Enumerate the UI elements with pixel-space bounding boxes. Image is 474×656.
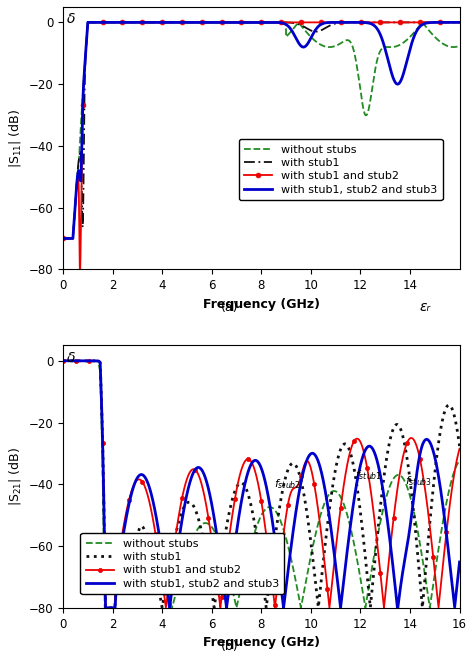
Line: with stub1: with stub1 — [63, 22, 460, 239]
without stubs — [129, 18, 135, 26]
with stub1 and stub2 — [60, 235, 66, 243]
with stub1 — [105, 18, 110, 26]
with stub1, stub2 and stub3 — [60, 357, 66, 365]
with stub1 and stub2 — [60, 357, 66, 365]
without stubs — [406, 489, 412, 497]
with stub1 — [230, 18, 236, 26]
with stub1 and stub2 — [406, 435, 412, 443]
with stub1, stub2 and stub3 — [230, 18, 236, 26]
Text: (b): (b) — [221, 640, 238, 653]
with stub1 — [212, 597, 218, 605]
Line: with stub1, stub2 and stub3: with stub1, stub2 and stub3 — [63, 22, 460, 239]
without stubs — [457, 42, 463, 50]
with stub1 and stub2 — [230, 18, 236, 26]
without stubs — [212, 18, 218, 26]
with stub1 and stub2 — [457, 18, 463, 26]
Text: εᵣ: εᵣ — [420, 300, 431, 314]
with stub1, stub2 and stub3 — [60, 235, 66, 243]
with stub1, stub2 and stub3 — [406, 529, 412, 537]
with stub1 — [60, 357, 66, 365]
Text: δ: δ — [67, 350, 75, 365]
with stub1 and stub2 — [449, 18, 455, 26]
Legend: without stubs, with stub1, with stub1 and stub2, with stub1, stub2 and stub3: without stubs, with stub1, with stub1 an… — [238, 139, 443, 200]
with stub1 — [449, 18, 455, 26]
with stub1 — [106, 18, 111, 26]
with stub1 — [70, 235, 75, 243]
with stub1 — [102, 604, 108, 611]
with stub1 — [457, 442, 463, 450]
without stubs — [229, 586, 235, 594]
with stub1 and stub2 — [129, 486, 135, 494]
with stub1 — [407, 18, 412, 26]
with stub1 and stub2 — [212, 18, 218, 26]
Line: without stubs: without stubs — [63, 361, 460, 607]
with stub1, stub2 and stub3 — [407, 48, 412, 56]
with stub1 — [457, 18, 463, 26]
without stubs — [407, 33, 412, 41]
Text: δ: δ — [67, 12, 75, 26]
without stubs — [60, 235, 66, 243]
Text: (a): (a) — [221, 301, 238, 314]
Y-axis label: |S$_{11}$| (dB): |S$_{11}$| (dB) — [7, 109, 23, 168]
without stubs — [212, 529, 218, 537]
with stub1, stub2 and stub3 — [106, 18, 111, 26]
with stub1, stub2 and stub3 — [102, 604, 108, 611]
X-axis label: Frequency (GHz): Frequency (GHz) — [203, 636, 320, 649]
with stub1, stub2 and stub3 — [457, 558, 463, 566]
Text: $f_{stub1}$: $f_{stub1}$ — [356, 468, 383, 482]
without stubs — [457, 457, 463, 464]
with stub1 and stub2 — [212, 562, 218, 569]
with stub1 and stub2 — [457, 445, 463, 453]
Text: $f_{stub3}$: $f_{stub3}$ — [405, 474, 432, 488]
with stub1 — [229, 495, 235, 503]
without stubs — [449, 43, 455, 51]
with stub1, stub2 and stub3 — [457, 18, 463, 26]
Line: without stubs: without stubs — [63, 22, 460, 239]
with stub1 — [106, 604, 111, 611]
without stubs — [449, 475, 455, 483]
with stub1, stub2 and stub3 — [449, 18, 455, 26]
without stubs — [60, 357, 66, 365]
Line: with stub1: with stub1 — [63, 361, 460, 607]
with stub1, stub2 and stub3 — [229, 558, 235, 566]
with stub1, stub2 and stub3 — [107, 18, 113, 26]
Line: with stub1 and stub2: with stub1 and stub2 — [61, 359, 462, 610]
without stubs — [106, 18, 111, 26]
with stub1 — [129, 568, 135, 576]
with stub1 and stub2 — [449, 485, 455, 493]
with stub1 and stub2 — [407, 18, 412, 26]
Legend: without stubs, with stub1, with stub1 and stub2, with stub1, stub2 and stub3: without stubs, with stub1, with stub1 an… — [81, 533, 284, 594]
with stub1 — [212, 18, 218, 26]
with stub1 — [129, 18, 135, 26]
with stub1 and stub2 — [102, 604, 108, 611]
with stub1, stub2 and stub3 — [70, 235, 75, 243]
without stubs — [120, 18, 126, 26]
without stubs — [129, 543, 135, 550]
with stub1, stub2 and stub3 — [129, 18, 135, 26]
Text: $f_{stub2}$: $f_{stub2}$ — [273, 478, 301, 491]
with stub1 and stub2 — [106, 604, 111, 611]
with stub1 and stub2 — [124, 18, 130, 26]
with stub1 and stub2 — [129, 18, 135, 26]
with stub1, stub2 and stub3 — [212, 520, 218, 528]
with stub1 — [60, 235, 66, 243]
with stub1 and stub2 — [106, 18, 111, 26]
with stub1, stub2 and stub3 — [212, 18, 218, 26]
with stub1, stub2 and stub3 — [106, 604, 111, 611]
with stub1 — [406, 470, 412, 478]
Line: with stub1 and stub2: with stub1 and stub2 — [61, 20, 462, 272]
with stub1 and stub2 — [77, 266, 83, 274]
with stub1 and stub2 — [229, 511, 235, 519]
without stubs — [70, 235, 75, 243]
with stub1 — [449, 404, 455, 412]
without stubs — [102, 604, 108, 611]
Line: with stub1, stub2 and stub3: with stub1, stub2 and stub3 — [63, 361, 460, 607]
without stubs — [106, 604, 111, 611]
X-axis label: Frequency (GHz): Frequency (GHz) — [203, 298, 320, 311]
with stub1, stub2 and stub3 — [449, 579, 455, 586]
Y-axis label: |S$_{21}$| (dB): |S$_{21}$| (dB) — [7, 447, 23, 506]
without stubs — [230, 18, 236, 26]
with stub1, stub2 and stub3 — [129, 488, 135, 496]
